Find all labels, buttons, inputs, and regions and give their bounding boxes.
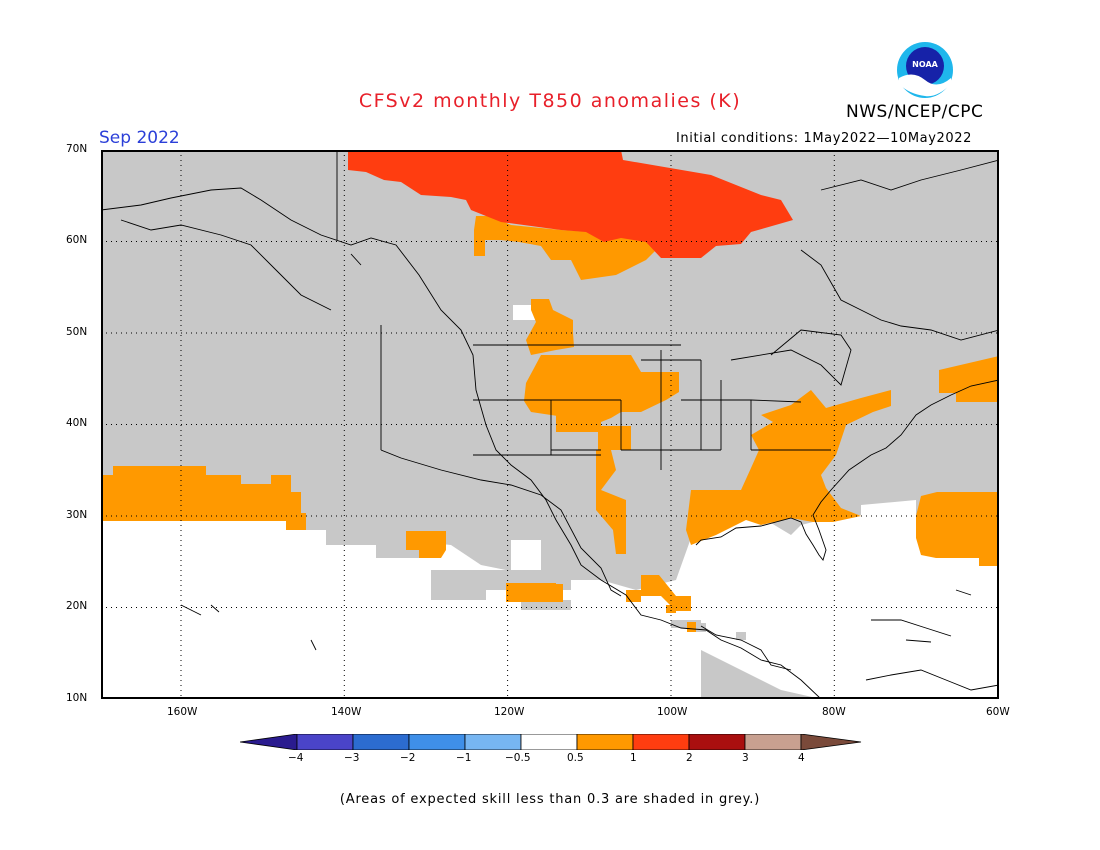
legend-swatch [800,734,862,750]
legend-tick-label: 2 [686,752,693,764]
lon-label: 100W [657,706,688,718]
lon-label: 60W [986,706,1010,718]
logo-lettering: NOAA [912,60,938,69]
lat-label: 50N [66,326,88,338]
agency-label: NWS/NCEP/CPC [846,102,984,122]
skill-footnote: (Areas of expected skill less than 0.3 a… [339,792,761,807]
near-normal-area [101,305,999,699]
legend-tick-label: 3 [742,752,749,764]
legend-tick-label: −4 [288,752,304,764]
lon-label: 120W [494,706,525,718]
map-frame [101,150,999,699]
anomaly-0p5-to-1 [101,216,999,632]
noaa-logo: NOAA [893,40,957,100]
legend-swatch [576,734,634,750]
lat-label: 60N [66,234,88,246]
legend-swatch [352,734,410,750]
legend-colorbar [240,734,862,750]
legend-swatch [632,734,690,750]
lat-label: 70N [66,143,88,155]
valid-month: Sep 2022 [99,128,180,148]
legend-swatch [464,734,522,750]
lat-label: 40N [66,417,88,429]
legend-swatch [240,734,298,750]
legend-tick-label: 0.5 [567,752,584,764]
legend-tick-label: −2 [400,752,416,764]
legend-swatch [688,734,746,750]
lat-label: 30N [66,509,88,521]
legend-tick-label: −1 [456,752,472,764]
lat-label: 10N [66,692,88,704]
legend-swatch [408,734,466,750]
coastlines-and-borders [101,150,999,699]
anomaly-1-to-2 [348,150,793,258]
initial-conditions: Initial conditions: 1May2022—10May2022 [676,131,973,146]
legend-swatch [520,734,578,750]
legend-tick-label: 1 [630,752,637,764]
lon-label: 80W [822,706,846,718]
map-title: CFSv2 monthly T850 anomalies (K) [358,90,742,112]
lon-label: 140W [331,706,362,718]
legend-tick-label: −3 [344,752,360,764]
legend-swatch [296,734,354,750]
legend-tick-label: 4 [798,752,805,764]
map-canvas [101,150,999,699]
legend-swatch [744,734,802,750]
legend-tick-label: −0.5 [505,752,531,764]
lat-label: 20N [66,600,88,612]
lon-label: 160W [167,706,198,718]
